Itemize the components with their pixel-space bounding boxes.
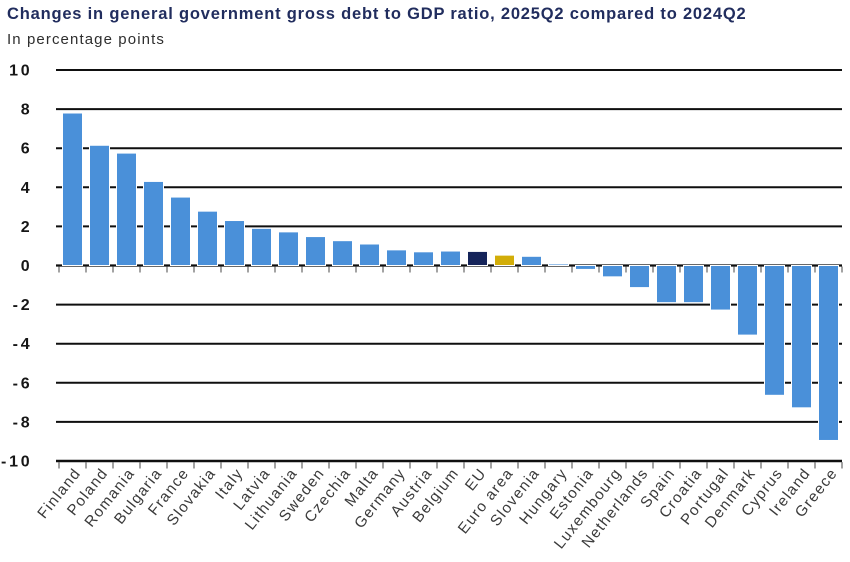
svg-text:10: 10 xyxy=(9,63,32,80)
svg-text:-8: -8 xyxy=(13,414,33,431)
svg-text:2: 2 xyxy=(21,219,33,236)
svg-text:-2: -2 xyxy=(13,297,33,314)
svg-text:-10: -10 xyxy=(1,454,33,471)
svg-text:8: 8 xyxy=(21,102,33,119)
svg-text:-6: -6 xyxy=(13,375,33,392)
svg-text:6: 6 xyxy=(21,141,33,158)
svg-text:4: 4 xyxy=(21,180,33,197)
svg-text:0: 0 xyxy=(21,258,33,275)
svg-text:-4: -4 xyxy=(13,336,33,353)
